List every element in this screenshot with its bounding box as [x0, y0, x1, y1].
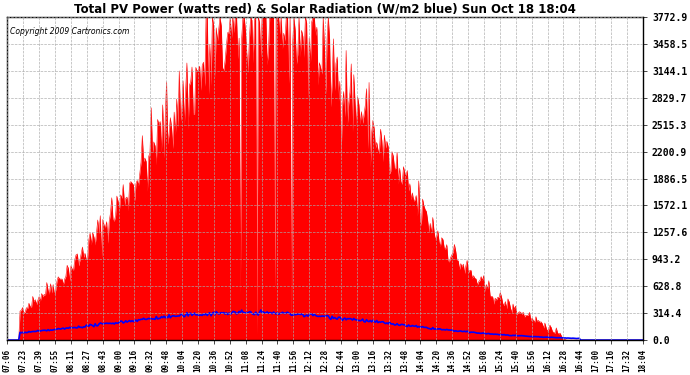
Title: Total PV Power (watts red) & Solar Radiation (W/m2 blue) Sun Oct 18 18:04: Total PV Power (watts red) & Solar Radia… — [74, 3, 576, 16]
Text: Copyright 2009 Cartronics.com: Copyright 2009 Cartronics.com — [10, 27, 130, 36]
